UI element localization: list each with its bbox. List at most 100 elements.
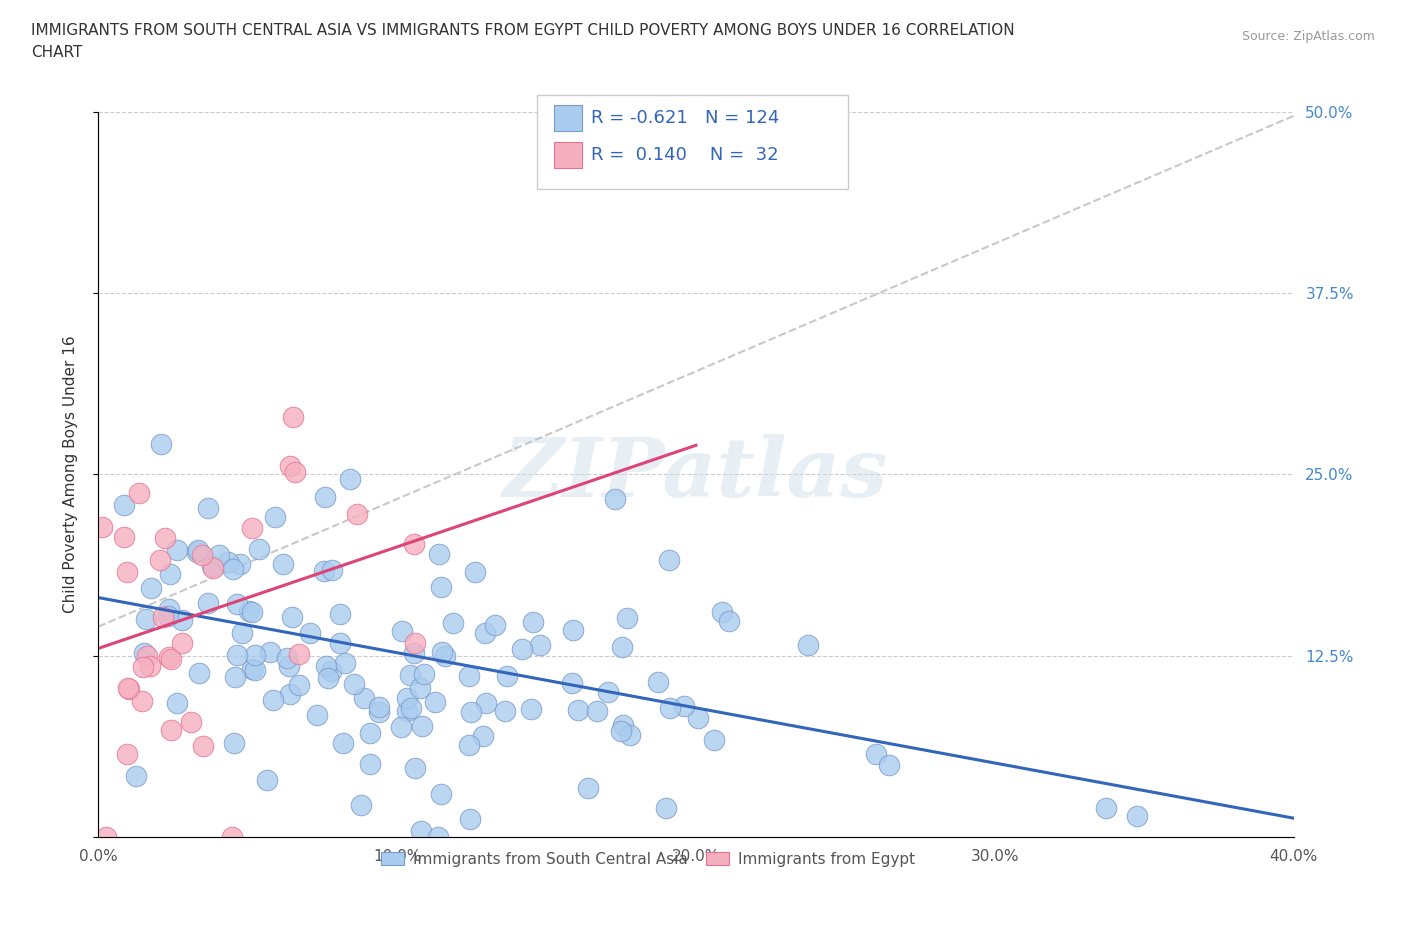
Point [399, 668, 422, 683]
Point [460, 705, 482, 720]
Point [596, 684, 619, 699]
Text: IMMIGRANTS FROM SOUTH CENTRAL ASIA VS IMMIGRANTS FROM EGYPT CHILD POVERTY AMONG : IMMIGRANTS FROM SOUTH CENTRAL ASIA VS IM… [31, 23, 1015, 38]
Point [221, 830, 243, 844]
Point [610, 724, 633, 738]
Point [396, 704, 419, 719]
Point [166, 543, 188, 558]
Point [522, 615, 544, 630]
Point [474, 626, 496, 641]
Point [329, 606, 352, 621]
Point [247, 541, 270, 556]
Point [217, 555, 239, 570]
Point [240, 662, 263, 677]
Point [278, 658, 301, 673]
Point [510, 641, 533, 656]
Point [271, 557, 294, 572]
Point [710, 604, 733, 619]
Y-axis label: Child Poverty Among Boys Under 16: Child Poverty Among Boys Under 16 [63, 336, 77, 613]
Point [201, 560, 224, 575]
Point [339, 472, 361, 486]
Point [441, 615, 464, 630]
Point [278, 458, 301, 473]
Point [457, 669, 479, 684]
Point [288, 646, 311, 661]
Point [226, 597, 249, 612]
Point [333, 656, 356, 671]
Point [157, 602, 180, 617]
Point [673, 698, 696, 713]
Point [149, 552, 172, 567]
Point [208, 548, 231, 563]
Point [520, 702, 543, 717]
Point [319, 663, 342, 678]
Point [226, 648, 249, 663]
Point [152, 609, 174, 624]
Point [138, 658, 160, 673]
Point [404, 635, 426, 650]
Point [529, 638, 551, 653]
Point [359, 756, 381, 771]
Point [288, 678, 311, 693]
Point [157, 649, 180, 664]
Point [433, 648, 456, 663]
Point [321, 563, 343, 578]
Point [688, 711, 710, 725]
Point [647, 675, 669, 690]
Point [170, 613, 193, 628]
Point [427, 547, 450, 562]
Point [114, 498, 136, 512]
Point [367, 705, 389, 720]
Point [359, 725, 381, 740]
Point [703, 732, 725, 747]
Point [159, 566, 181, 581]
Point [135, 612, 157, 627]
Point [112, 529, 135, 544]
Point [658, 552, 681, 567]
Point [153, 530, 176, 545]
Point [159, 651, 181, 666]
Point [395, 691, 418, 706]
Point [494, 703, 516, 718]
Point [221, 562, 243, 577]
Point [603, 492, 626, 507]
Point [197, 595, 219, 610]
Point [460, 812, 482, 827]
Point [305, 707, 328, 722]
Point [280, 609, 302, 624]
Point [879, 758, 901, 773]
Point [150, 436, 173, 451]
Point [197, 500, 219, 515]
Point [655, 801, 678, 816]
Point [332, 736, 354, 751]
Point [278, 686, 301, 701]
Legend: Immigrants from South Central Asia, Immigrants from Egypt: Immigrants from South Central Asia, Immi… [375, 845, 921, 873]
Point [561, 622, 583, 637]
Point [426, 830, 449, 844]
Point [402, 537, 425, 551]
Point [240, 604, 263, 619]
Point [117, 680, 139, 695]
Point [259, 644, 281, 659]
Point [281, 409, 304, 424]
Point [240, 521, 263, 536]
Text: CHART: CHART [31, 45, 83, 60]
Point [186, 545, 208, 560]
Point [298, 625, 321, 640]
Point [464, 565, 486, 579]
Point [131, 660, 153, 675]
Point [263, 692, 285, 707]
Point [567, 702, 589, 717]
Point [368, 699, 391, 714]
Point [576, 781, 599, 796]
Point [187, 543, 209, 558]
Point [314, 490, 336, 505]
Point [457, 737, 479, 752]
Point [188, 665, 211, 680]
Point [135, 648, 157, 663]
Point [353, 690, 375, 705]
Point [132, 645, 155, 660]
Point [315, 658, 337, 673]
Text: Source: ZipAtlas.com: Source: ZipAtlas.com [1241, 30, 1375, 43]
Point [284, 465, 307, 480]
Point [484, 618, 506, 632]
